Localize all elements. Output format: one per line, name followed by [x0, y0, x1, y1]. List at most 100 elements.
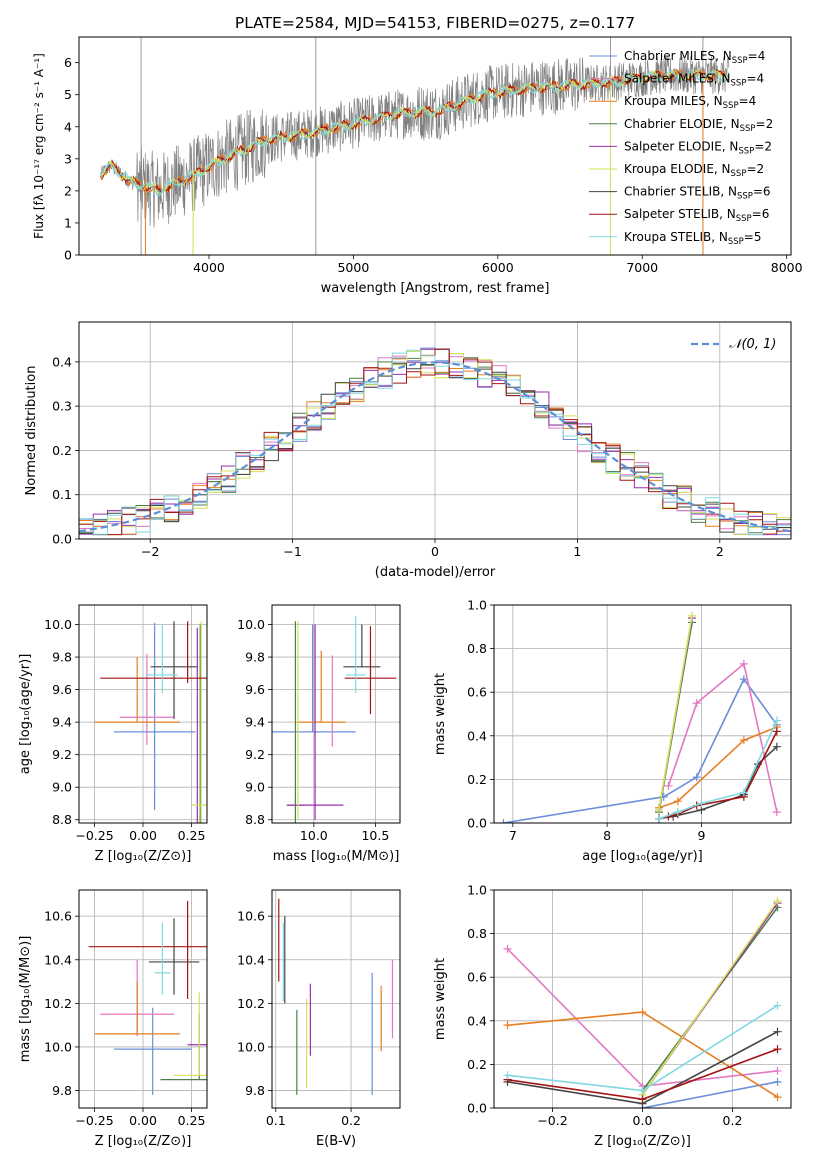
x-tick-label: 0 [431, 544, 439, 559]
gaussian-curve [79, 361, 791, 533]
legend-label-base: Kroupa ELODIE, N [624, 162, 731, 176]
spectrum-panel: 4000 5000 6000 7000 8000 0 1 2 3 4 5 6 wavelength [A… [32, 36, 803, 296]
weight-marker [773, 1066, 782, 1075]
axes-frame [271, 604, 401, 824]
weight-marker [772, 716, 781, 725]
weight-marker [503, 1021, 512, 1030]
z-mass-panel: −0.25 0.00 0.25 9.8 10.0 10.2 10.4 10.6 Z [log₁₀… [18, 889, 208, 1149]
y-tick-label: 0.4 [467, 728, 487, 743]
x-axis-label: (data-model)/error [375, 565, 496, 580]
axes-frame [78, 36, 792, 256]
x-tick-label: 0.25 [178, 828, 206, 843]
y-tick-label: 8.8 [245, 812, 265, 827]
y-tick-label: 0.4 [52, 354, 72, 369]
weight-marker [503, 1071, 512, 1080]
y-tick-label: 9.6 [52, 682, 72, 697]
errorbar-traces [94, 621, 207, 823]
weight-line [641, 900, 779, 1096]
legend-gaussian-label: 𝒩(0, 1) [729, 337, 776, 352]
y-tick-label: 0.6 [467, 685, 487, 700]
weight-marker [773, 1045, 782, 1054]
x-axis-label: age [log₁₀(age/yr)] [582, 849, 703, 864]
weight-marker [655, 814, 663, 823]
legend-label-tail: =4 [748, 49, 766, 63]
x-tick-label: −0.2 [537, 1113, 567, 1128]
x-tick-label: 6000 [482, 260, 514, 275]
y-tick-label: 9.8 [52, 650, 72, 665]
x-tick-label: 0.2 [723, 1113, 743, 1128]
weight-marker [638, 1086, 647, 1095]
weight-marker [773, 896, 782, 905]
axes-frame [78, 604, 208, 824]
weight-line [658, 731, 778, 820]
x-tick-label: −2 [141, 544, 159, 559]
legend-label-tail: =2 [754, 139, 772, 153]
x-tick-label: −1 [283, 544, 301, 559]
y-axis-label: age [log₁₀(age/yr)] [18, 654, 33, 775]
weight-marker [739, 788, 748, 797]
weight-traces [499, 611, 781, 823]
x-tick-label: 8000 [771, 260, 803, 275]
y-tick-label: 9.8 [52, 1083, 72, 1098]
x-tick-label: 7000 [626, 260, 658, 275]
x-axis-label: wavelength [Angstrom, rest frame] [321, 281, 550, 296]
age-weight-panel: 7 8 9 0.0 0.2 0.4 0.6 0.8 1.0 age [log₁₀(age/yr)]… [433, 598, 792, 864]
y-tick-label: 2 [64, 183, 72, 198]
weight-marker [739, 736, 748, 745]
y-tick-label: 8.8 [52, 812, 72, 827]
x-axis-label: Z [log₁₀(Z/Z⊙)] [594, 1134, 691, 1149]
y-tick-label: 9.0 [245, 780, 265, 795]
y-tick-label: 0.4 [467, 1013, 487, 1028]
legend-label: Kroupa MILES, NSSP=4 [624, 94, 756, 111]
x-tick-label: 0.1 [266, 1113, 286, 1128]
y-tick-label: 1.0 [467, 598, 487, 613]
y-tick-label: 1 [64, 215, 72, 230]
x-tick-label: 0.00 [129, 1113, 157, 1128]
weight-marker [655, 805, 663, 814]
weight-traces [503, 896, 782, 1108]
weight-line [658, 726, 778, 809]
weight-marker [673, 797, 682, 806]
legend-label-sub: SSP [736, 214, 752, 224]
weight-line [658, 615, 693, 811]
legend-label-tail: =2 [756, 117, 774, 131]
weight-marker [773, 1077, 782, 1086]
y-tick-label: 0.2 [52, 443, 72, 458]
legend-label-tail: =6 [752, 207, 770, 221]
axes-frame [493, 889, 792, 1109]
legend-label: Chabrier MILES, NSSP=4 [624, 49, 765, 66]
errorbar-traces [88, 900, 207, 1095]
weight-marker [697, 799, 706, 808]
spectrum-data-line [100, 56, 730, 228]
weight-marker [772, 808, 781, 817]
y-tick-label: 0.2 [467, 1057, 487, 1072]
axes-frame [493, 604, 792, 824]
x-tick-label: 8 [603, 828, 611, 843]
legend-label: Kroupa STELIB, NSSP=5 [624, 230, 762, 247]
y-tick-label: 10.0 [237, 617, 265, 632]
weight-marker [773, 1027, 782, 1036]
x-tick-label: 0.2 [341, 1113, 361, 1128]
residuals-panel: −2 −1 0 1 2 0.0 0.1 0.2 0.3 0.4 (data-model)/error… [24, 321, 792, 580]
y-tick-label: 1.0 [467, 883, 487, 898]
x-tick-label: −0.25 [75, 828, 113, 843]
weight-marker [638, 1095, 647, 1104]
y-tick-label: 9.4 [245, 715, 265, 730]
y-tick-label: 10.2 [237, 996, 265, 1011]
x-tick-label: 9 [697, 828, 705, 843]
y-tick-label: 3 [64, 151, 72, 166]
spectrum-traces [100, 37, 730, 255]
y-tick-label: 10.0 [44, 617, 72, 632]
y-tick-label: 0.1 [52, 487, 72, 502]
ebv-mass-panel: 0.1 0.2 9.8 10.0 10.2 10.4 10.6 E(B-V) [237, 889, 401, 1149]
legend-label-tail: =4 [739, 94, 757, 108]
x-tick-label: 1 [573, 544, 581, 559]
legend-label-tail: =6 [753, 185, 771, 199]
y-tick-label: 9.4 [52, 715, 72, 730]
y-tick-label: 0.3 [52, 399, 72, 414]
legend-label-sub: SSP [731, 79, 747, 89]
errorbar-traces [272, 616, 397, 823]
legend-label-base: Salpeter MILES, N [624, 72, 731, 86]
y-tick-label: 10.0 [237, 1039, 265, 1054]
